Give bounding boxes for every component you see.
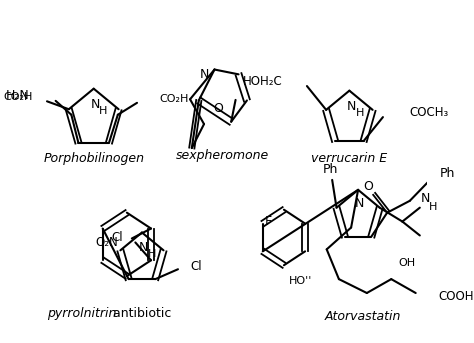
- Text: F: F: [264, 215, 272, 228]
- Text: Cl: Cl: [111, 231, 123, 244]
- Text: N: N: [355, 197, 365, 210]
- Text: N: N: [139, 241, 148, 254]
- Text: COOH: COOH: [438, 291, 474, 304]
- Text: N: N: [346, 100, 356, 113]
- Text: H: H: [99, 106, 108, 117]
- Text: Atorvastatin: Atorvastatin: [324, 310, 401, 323]
- Text: CO₂H: CO₂H: [4, 92, 33, 102]
- Text: antibiotic: antibiotic: [109, 307, 172, 320]
- Text: sexpheromone: sexpheromone: [176, 149, 270, 162]
- Text: verrucarin E: verrucarin E: [311, 152, 387, 165]
- Text: OH: OH: [398, 258, 415, 268]
- Text: Ph: Ph: [439, 166, 455, 179]
- Text: O: O: [363, 180, 373, 193]
- Text: HOH₂C: HOH₂C: [243, 74, 283, 87]
- Text: COCH₃: COCH₃: [409, 106, 448, 119]
- Text: Porphobilinogen: Porphobilinogen: [43, 152, 144, 165]
- Text: N: N: [200, 68, 209, 81]
- Text: H: H: [356, 108, 364, 118]
- Text: H₂N: H₂N: [6, 89, 29, 102]
- Text: pyrrolnitrin: pyrrolnitrin: [46, 307, 116, 320]
- Text: Cl: Cl: [190, 260, 202, 273]
- Text: O: O: [213, 102, 223, 115]
- Text: H: H: [429, 202, 438, 212]
- Text: Ph: Ph: [323, 164, 338, 177]
- Text: CO₂H: CO₂H: [160, 94, 189, 104]
- Text: O₂N: O₂N: [95, 236, 118, 249]
- Text: N: N: [420, 192, 429, 205]
- Text: HO'': HO'': [289, 276, 313, 286]
- Text: N: N: [91, 98, 100, 111]
- Text: H: H: [148, 249, 156, 259]
